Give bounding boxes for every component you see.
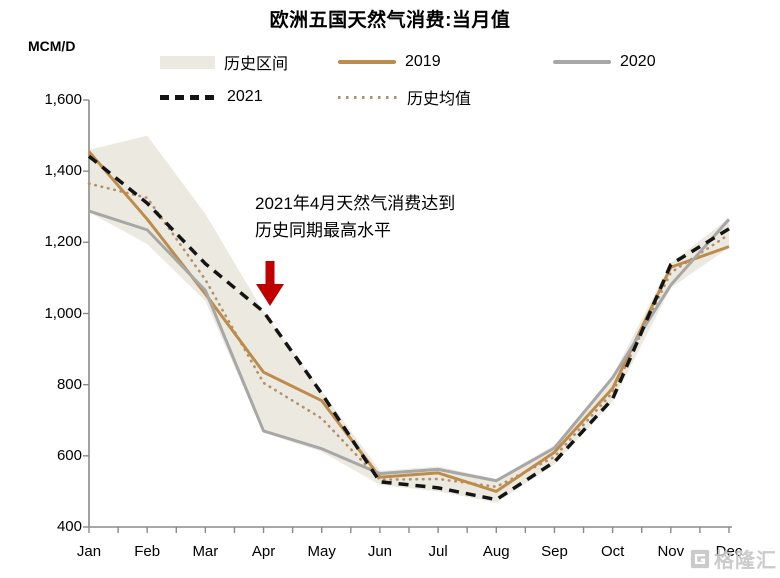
x-tick-label: Apr [251,543,276,560]
y-tick-label: 1,000 [44,304,82,322]
x-tick-label: Jul [428,543,448,560]
annotation-text: 2021年4月天然气消费达到 历史同期最高水平 [255,190,455,244]
series-line-2020 [88,209,731,483]
x-tick-label: Aug [482,543,510,560]
legend-label: 2021 [227,88,263,105]
x-tick-label: Nov [657,543,685,560]
watermark-text: 格隆汇 [714,550,777,572]
history-mean-swatch-icon [338,95,398,99]
x-tick-label: Oct [600,543,625,560]
line-2020-swatch-icon [553,60,611,64]
y-tick-label: 800 [56,375,82,393]
y-axis-unit-label: MCM/D [28,38,76,54]
legend-label: 历史区间 [224,56,289,73]
x-tick-label: Mar [192,543,219,560]
y-tick-label: 1,200 [44,233,82,251]
legend-label: 2019 [405,53,441,70]
y-tick-label: 1,400 [44,162,82,180]
y-tick-label: 1,600 [44,91,82,108]
series-line-历史均值 [87,182,731,489]
gelonghui-logo-icon [690,549,710,568]
annotation-line-2: 历史同期最高水平 [255,221,391,240]
chart-title: 欧洲五国天然气消费:当月值 [269,10,511,31]
legend-item-history-mean: 历史均值 [338,87,472,108]
annotation-line-1: 2021年4月天然气消费达到 [255,194,456,213]
x-tick-label: Jun [367,543,392,560]
x-tick-label: Sep [541,543,568,560]
y-tick-label: 400 [56,518,82,535]
x-tick-label: May [307,543,336,560]
line-2021-swatch-icon [160,94,218,100]
history-range-swatch-icon [160,55,215,69]
legend-item-2021: 2021 [160,87,263,107]
down-arrow-icon [256,261,284,306]
legend-item-2020: 2020 [553,52,656,72]
line-2019-swatch-icon [338,60,396,64]
legend-label: 2020 [620,53,656,70]
series-line-2021 [87,154,730,502]
y-tick-label: 600 [56,446,82,464]
legend-label: 历史均值 [407,91,472,108]
legend-item-history-range: 历史区间 [160,52,289,73]
watermark: 格隆汇 [689,544,777,573]
x-tick-label: Dec [715,543,743,560]
x-tick-label: Jan [76,543,102,560]
legend-item-2019: 2019 [338,52,441,72]
x-tick-label: Feb [134,543,161,560]
